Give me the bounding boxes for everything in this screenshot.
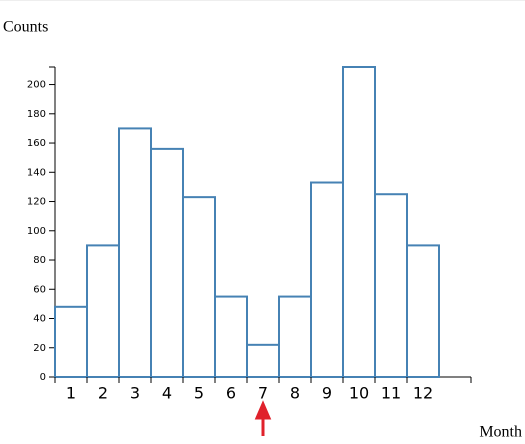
- x-tick-label: 10: [349, 384, 369, 403]
- bar: [278, 295, 312, 378]
- bar: [342, 66, 376, 378]
- y-tick-label: 100: [27, 226, 46, 237]
- bar: [406, 244, 440, 378]
- bar: [246, 343, 280, 379]
- bar: [86, 244, 120, 378]
- y-tick-label: 180: [27, 109, 46, 120]
- annotation-arrow: [254, 400, 272, 436]
- bar: [118, 127, 152, 378]
- x-tick-label: 8: [290, 384, 300, 403]
- bar: [374, 193, 408, 378]
- x-axis-label: Month: [479, 424, 522, 441]
- y-tick-label: 140: [27, 167, 46, 178]
- y-tick-label: 60: [33, 284, 46, 295]
- x-tick-label: 12: [413, 384, 433, 403]
- bar: [214, 295, 248, 378]
- y-tick-label: 120: [27, 197, 46, 208]
- bar: [182, 196, 216, 378]
- y-axis-label: Counts: [3, 19, 48, 36]
- x-tick-label: 11: [381, 384, 401, 403]
- y-tick-label: 20: [33, 343, 46, 354]
- y-tick-label: 40: [33, 314, 46, 325]
- x-tick-label: 6: [226, 384, 236, 403]
- x-tick-label: 3: [130, 384, 140, 403]
- x-tick-label: 5: [194, 384, 204, 403]
- bar: [310, 181, 344, 378]
- y-tick-label: 160: [27, 138, 46, 149]
- y-tick-label: 200: [27, 80, 46, 91]
- x-tick-label: 4: [162, 384, 172, 403]
- x-tick-label: 2: [98, 384, 108, 403]
- y-tick-label: 80: [33, 255, 46, 266]
- y-tick-label: 0: [40, 372, 46, 383]
- bar: [150, 147, 184, 378]
- x-tick-label: 9: [322, 384, 332, 403]
- x-tick-label: 1: [66, 384, 76, 403]
- x-tick-label: 7: [258, 384, 268, 403]
- bar: [54, 305, 88, 378]
